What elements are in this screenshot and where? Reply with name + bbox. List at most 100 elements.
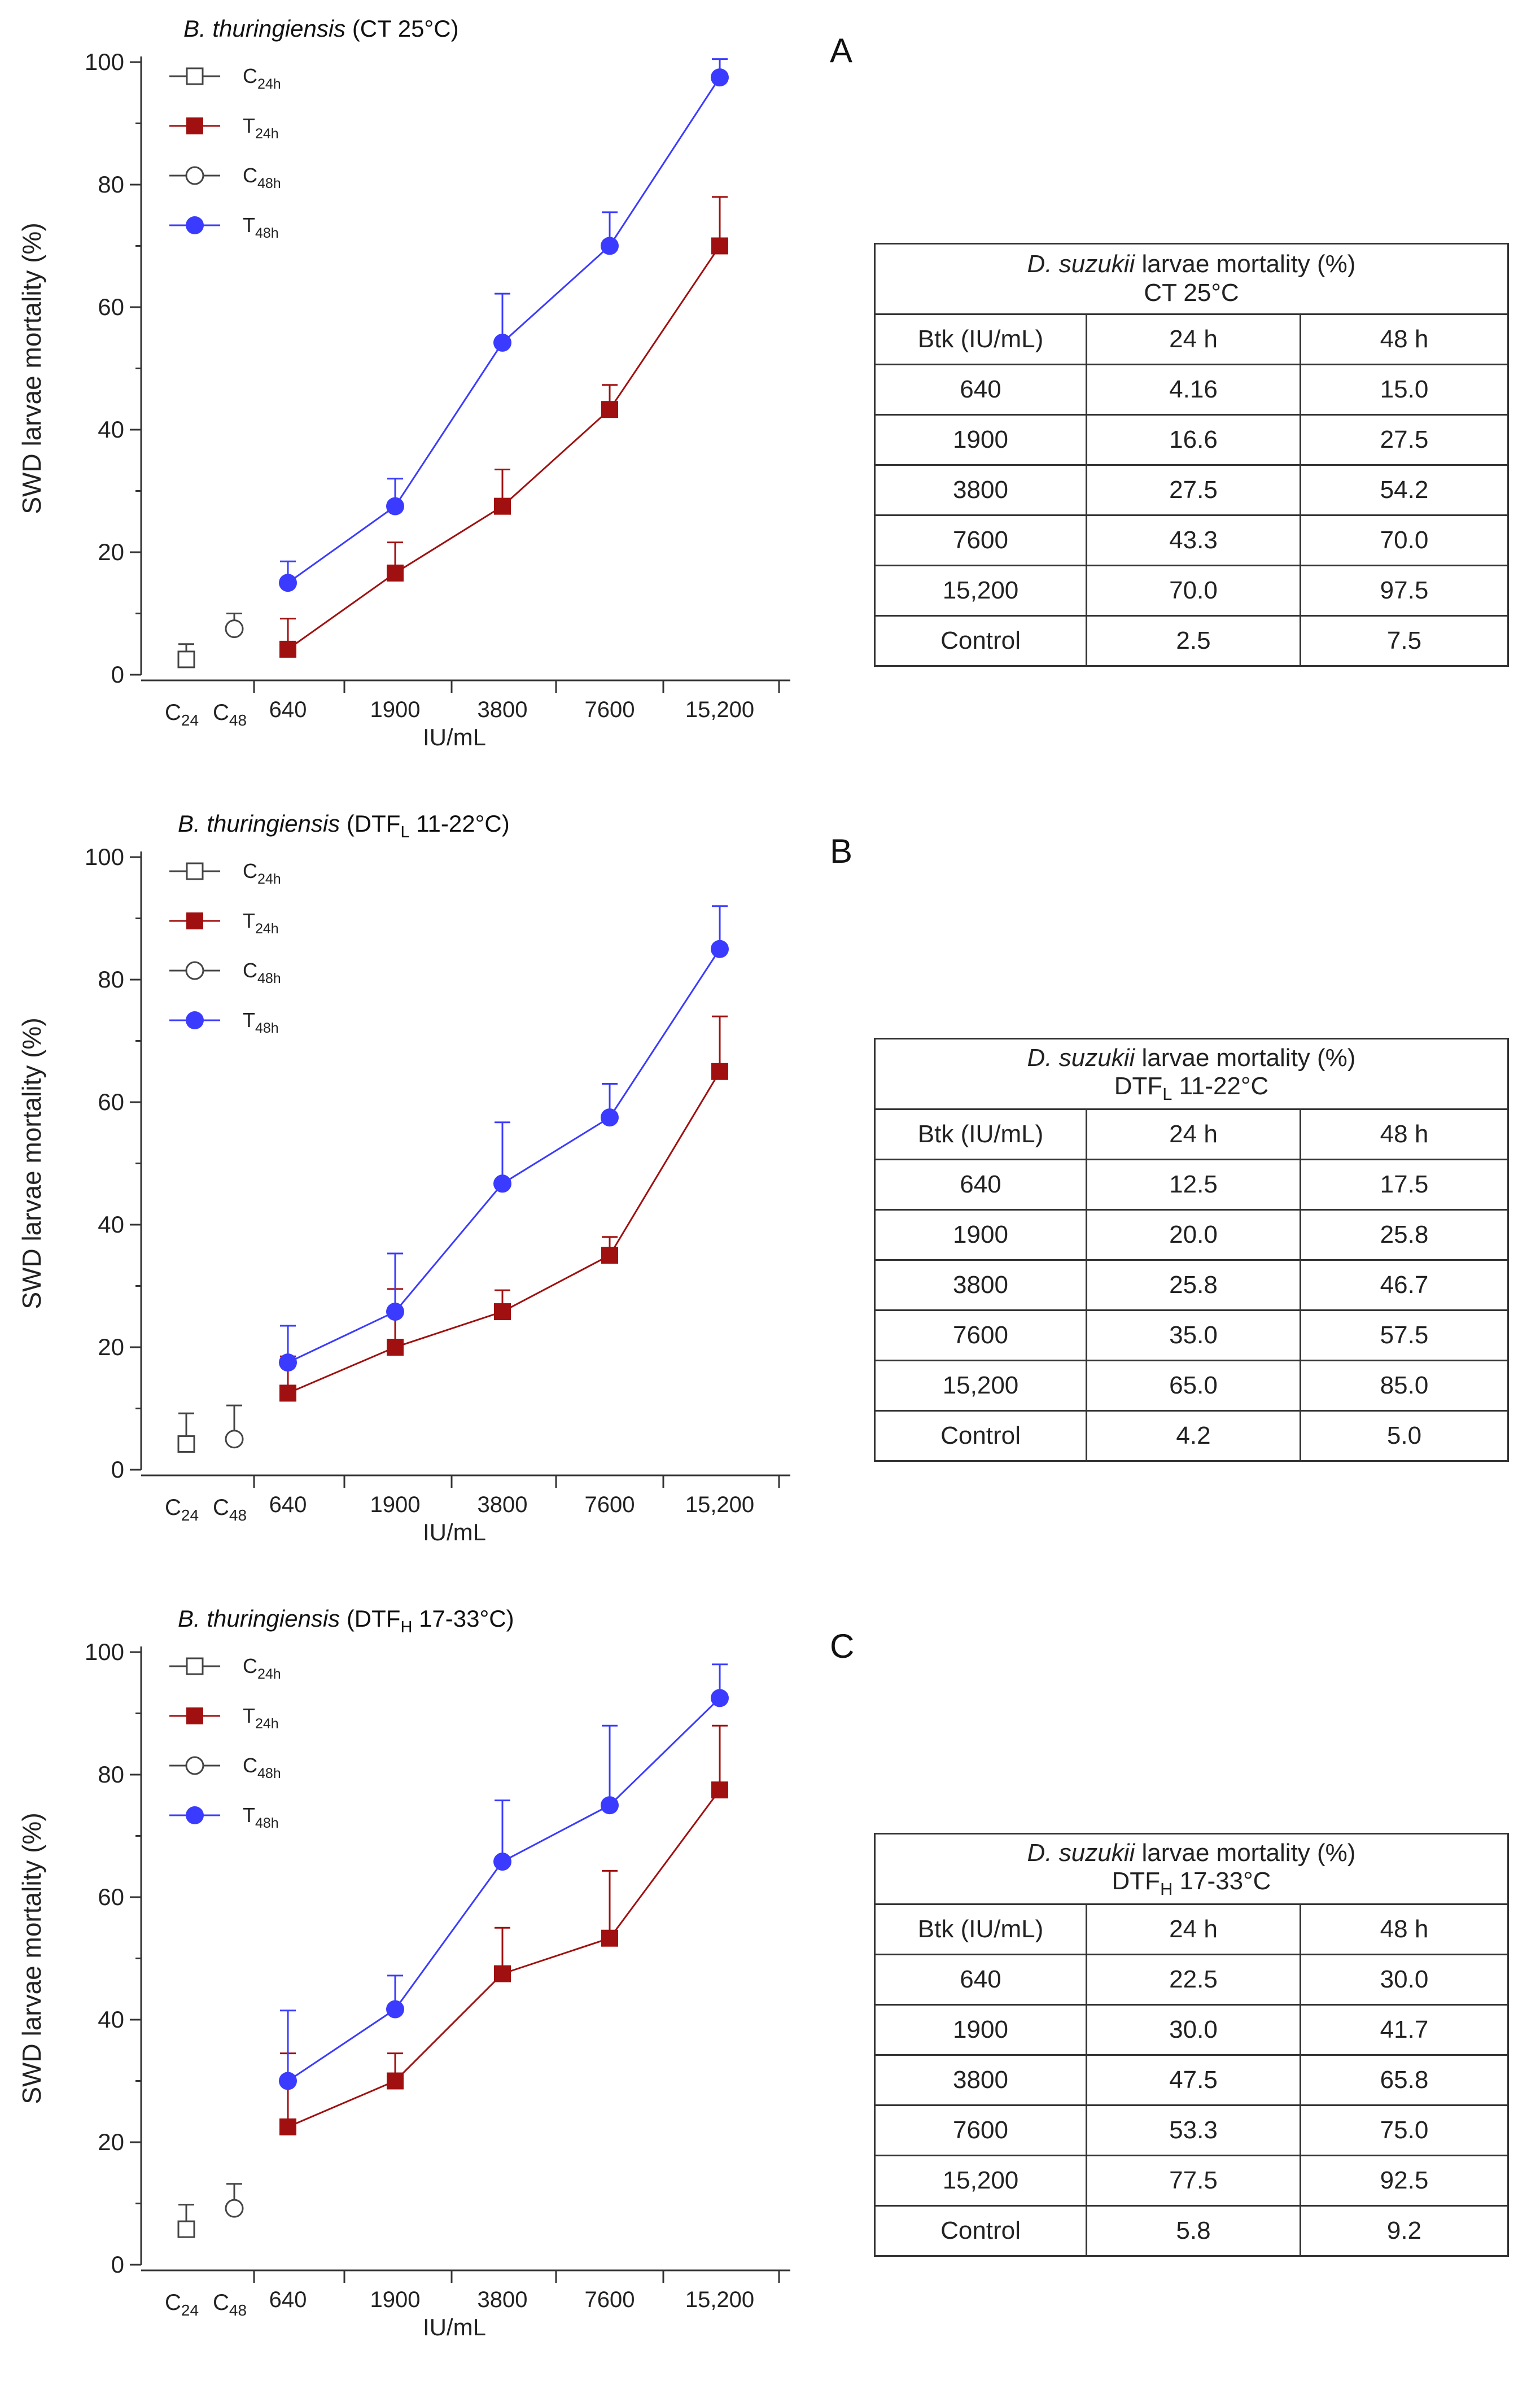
- legend-marker: [186, 1806, 204, 1824]
- x-tick-label: 7600: [585, 1492, 635, 1517]
- legend-label: T48h: [243, 1008, 279, 1036]
- table-row-control: Control 2.5 7.5: [874, 615, 1509, 667]
- mortality-table: D. suzukii larvae mortality (%) CT 25°C B…: [874, 243, 1509, 667]
- y-tick-label: 40: [98, 1211, 124, 1238]
- data-point-T48h: [386, 1303, 404, 1321]
- series-line-T24h: [287, 245, 721, 650]
- table-row: 640 12.5 17.5: [874, 1159, 1509, 1211]
- y-tick-label: 60: [98, 294, 124, 320]
- legend-marker: [185, 961, 204, 980]
- table-row: 1900 30.0 41.7: [874, 2004, 1509, 2056]
- legend-marker: [186, 1657, 204, 1675]
- x-tick-label: C48: [213, 700, 247, 729]
- y-tick-label: 100: [85, 1639, 124, 1665]
- series-line-T48h: [287, 1697, 721, 2082]
- legend-label: T48h: [243, 1803, 279, 1831]
- panel-letter: A: [830, 32, 853, 69]
- x-tick-label: C24: [165, 1495, 199, 1524]
- data-point-T48h: [279, 574, 297, 592]
- data-point-T24h: [387, 2072, 404, 2090]
- data-point-T48h: [601, 1796, 619, 1815]
- y-tick-label: 100: [85, 844, 124, 870]
- control-point: [177, 1435, 195, 1453]
- panel-letter: B: [830, 832, 853, 870]
- data-point-T24h: [279, 640, 296, 658]
- data-point-T48h: [279, 1353, 297, 1372]
- data-point-T24h: [601, 1247, 618, 1264]
- table-row: 3800 27.5 54.2: [874, 464, 1509, 516]
- chart-a: B. thuringiensis (CT 25°C) 0 20 40 60 80 100 S…: [17, 15, 790, 750]
- table-row: 7600 35.0 57.5: [874, 1309, 1509, 1361]
- table-header: D. suzukii larvae mortality (%) DTFL 11-2…: [874, 1038, 1509, 1110]
- x-tick-label: 15,200: [685, 697, 754, 722]
- x-tick-label: 1900: [370, 1492, 421, 1517]
- legend-label: T24h: [243, 114, 279, 142]
- chart-title: B. thuringiensis (CT 25°C): [183, 15, 459, 42]
- panel-b: B. thuringiensis (DTFL 11-22°C) 0 20 40 60 8…: [0, 795, 1540, 1590]
- data-point-T48h: [279, 2072, 297, 2090]
- y-tick-label: 0: [111, 661, 124, 688]
- table-row-control: Control 5.8 9.2: [874, 2205, 1509, 2257]
- chart-title: B. thuringiensis (DTFL 11-22°C): [178, 810, 510, 841]
- table-column-header-row: Btk (IU/mL) 24 h 48 h: [874, 1903, 1509, 1955]
- y-tick-label: 80: [98, 171, 124, 198]
- data-point-T48h: [711, 68, 729, 87]
- table-row: 7600 43.3 70.0: [874, 514, 1509, 566]
- y-axis-label: SWD larvae mortality (%): [17, 1017, 46, 1309]
- y-tick-label: 60: [98, 1089, 124, 1115]
- y-tick-label: 60: [98, 1884, 124, 1910]
- data-point-T24h: [711, 237, 728, 255]
- table-row: 1900 20.0 25.8: [874, 1209, 1509, 1261]
- data-point-T48h: [386, 2000, 404, 2019]
- x-tick-label: 1900: [370, 2287, 421, 2312]
- mortality-table: D. suzukii larvae mortality (%) DTFL 11-2…: [874, 1038, 1509, 1462]
- x-tick-label: 3800: [478, 697, 528, 722]
- data-point-T48h: [386, 497, 404, 516]
- legend-label: C48h: [243, 1754, 281, 1781]
- x-axis-label: IU/mL: [423, 2314, 486, 2340]
- table-row: 15,200 70.0 97.5: [874, 565, 1509, 617]
- series-line-T48h: [287, 948, 721, 1364]
- legend-marker: [186, 862, 204, 880]
- legend-label: C24h: [243, 1654, 281, 1682]
- table-row: 7600 53.3 75.0: [874, 2104, 1509, 2156]
- legend-marker: [185, 166, 204, 185]
- table-row: 640 4.16 15.0: [874, 364, 1509, 416]
- data-point-T24h: [494, 497, 511, 515]
- legend-marker: [185, 1756, 204, 1775]
- legend-label: C48h: [243, 164, 281, 191]
- legend-label: C48h: [243, 959, 281, 986]
- x-axis-label: IU/mL: [423, 724, 486, 750]
- x-tick-label: 640: [269, 1492, 307, 1517]
- y-tick-label: 40: [98, 416, 124, 443]
- control-point: [177, 650, 195, 669]
- y-tick-label: 20: [98, 1334, 124, 1360]
- x-axis-label: IU/mL: [423, 1519, 486, 1545]
- data-point-T48h: [711, 940, 729, 958]
- legend-label: T24h: [243, 909, 279, 937]
- table-row: 15,200 77.5 92.5: [874, 2155, 1509, 2207]
- legend-marker: [186, 912, 203, 929]
- x-tick-label: 3800: [478, 2287, 528, 2312]
- data-point-T48h: [601, 1108, 619, 1127]
- table-row: 3800 25.8 46.7: [874, 1259, 1509, 1311]
- legend-label: T48h: [243, 213, 279, 241]
- panel-c: B. thuringiensis (DTFH 17-33°C) 0 20 40 60 8…: [0, 1590, 1540, 2385]
- table-column-header-row: Btk (IU/mL) 24 h 48 h: [874, 313, 1509, 365]
- legend-marker: [186, 1011, 204, 1029]
- y-tick-label: 80: [98, 966, 124, 993]
- x-tick-label: C48: [213, 2290, 247, 2319]
- mortality-table: D. suzukii larvae mortality (%) DTFH 17-3…: [874, 1833, 1509, 2257]
- x-tick-label: 15,200: [685, 2287, 754, 2312]
- series-line-T24h: [287, 1789, 721, 2128]
- data-point-T24h: [711, 1063, 728, 1080]
- table-column-header-row: Btk (IU/mL) 24 h 48 h: [874, 1108, 1509, 1160]
- x-tick-label: 3800: [478, 1492, 528, 1517]
- y-tick-label: 20: [98, 539, 124, 565]
- x-tick-label: 7600: [585, 2287, 635, 2312]
- legend-label: T24h: [243, 1704, 279, 1732]
- data-point-T48h: [601, 237, 619, 255]
- chart-b: B. thuringiensis (DTFL 11-22°C) 0 20 40 60 8…: [17, 810, 790, 1545]
- legend-marker: [186, 1707, 203, 1724]
- legend-marker: [186, 117, 203, 134]
